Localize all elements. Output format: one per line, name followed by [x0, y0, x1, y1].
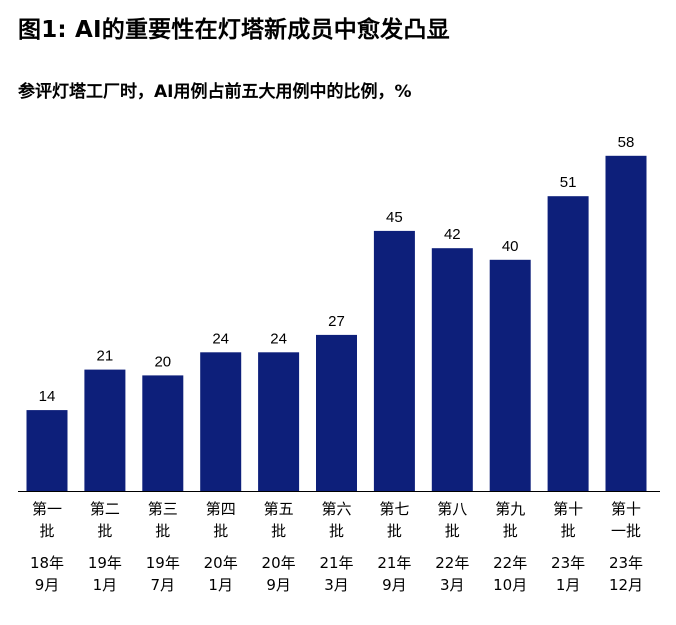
- tick-label-batch: 第十: [611, 500, 641, 518]
- tick-label-batch: 第四: [206, 500, 236, 518]
- data-label: 58: [618, 134, 635, 151]
- tick-label-batch: 批: [329, 522, 344, 540]
- tick-label-date: 1月: [93, 576, 118, 594]
- value-labels-group: 14 21 20 24 24 27 45 42 40 51 58: [39, 134, 635, 405]
- bar: [316, 334, 357, 491]
- data-label: 27: [328, 313, 345, 330]
- tick-label-date: 20年: [204, 554, 238, 572]
- tick-label-batch: 第一: [32, 500, 62, 518]
- tick-label-date: 10月: [493, 576, 527, 594]
- category-labels-group: 第一批 18年 9月 第二批 19年 1月 第三批 19年 7月 第四批 20年 1月 第五批 20年 9月…: [30, 500, 643, 594]
- tick-label-date: 3月: [324, 576, 349, 594]
- tick-label-batch: 批: [271, 522, 286, 540]
- bar: [373, 230, 415, 491]
- tick-label-batch: 批: [387, 522, 402, 540]
- tick-label-date: 22年: [493, 554, 527, 572]
- data-label: 24: [270, 330, 287, 347]
- tick-label-date: 22年: [435, 554, 469, 572]
- bar: [547, 196, 589, 491]
- tick-label-batch: 第五: [264, 500, 294, 518]
- bar: [200, 352, 242, 491]
- data-label: 21: [97, 348, 114, 365]
- tick-label-date: 12月: [609, 576, 643, 594]
- tick-label-date: 7月: [151, 576, 176, 594]
- tick-label-batch: 第三: [148, 500, 178, 518]
- tick-label-batch: 批: [39, 522, 54, 540]
- tick-label-batch: 批: [97, 522, 112, 540]
- tick-label-batch: 批: [445, 522, 460, 540]
- chart-subtitle: 参评灯塔工厂时，AI用例占前五大用例中的比例，%: [18, 82, 412, 102]
- tick-label-batch: 第二: [90, 500, 120, 518]
- tick-label-date: 9月: [35, 576, 60, 594]
- bar: [84, 369, 126, 491]
- tick-label-date: 18年: [30, 554, 64, 572]
- tick-label-batch: 第八: [437, 500, 467, 518]
- tick-label-batch: 批: [561, 522, 576, 540]
- tick-label-batch: 第七: [379, 500, 409, 518]
- tick-label-date: 9月: [266, 576, 291, 594]
- tick-label-date: 3月: [440, 576, 465, 594]
- tick-label-batch: 第九: [495, 500, 525, 518]
- data-label: 45: [386, 209, 403, 226]
- tick-label-date: 1月: [208, 576, 233, 594]
- tick-label-date: 20年: [262, 554, 296, 572]
- bar: [26, 410, 68, 491]
- bar: [431, 248, 473, 491]
- bar: [142, 375, 184, 491]
- tick-label-date: 19年: [146, 554, 180, 572]
- tick-label-date: 21年: [319, 554, 353, 572]
- tick-label-batch: 批: [503, 522, 518, 540]
- tick-label-date: 9月: [382, 576, 407, 594]
- bar: [605, 155, 647, 492]
- tick-label-batch: 第十: [553, 500, 583, 518]
- data-label: 20: [154, 353, 171, 370]
- tick-label-date: 23年: [609, 554, 643, 572]
- bar: [258, 352, 300, 491]
- bar: [489, 259, 531, 491]
- data-label: 24: [212, 330, 229, 347]
- tick-label-date: 1月: [556, 576, 581, 594]
- tick-label-date: 19年: [88, 554, 122, 572]
- tick-label-date: 21年: [377, 554, 411, 572]
- chart-title: 图1: AI的重要性在灯塔新成员中愈发凸显: [18, 17, 450, 43]
- data-label: 51: [560, 174, 577, 191]
- tick-label-date: 23年: [551, 554, 585, 572]
- tick-label-batch: 批: [155, 522, 170, 540]
- bars-group: [26, 155, 647, 492]
- data-label: 40: [502, 238, 519, 255]
- data-label: 42: [444, 226, 461, 243]
- tick-label-batch: 批: [213, 522, 228, 540]
- tick-label-batch: 第六: [321, 500, 351, 518]
- tick-label-batch: 一批: [611, 522, 641, 540]
- data-label: 14: [39, 388, 56, 405]
